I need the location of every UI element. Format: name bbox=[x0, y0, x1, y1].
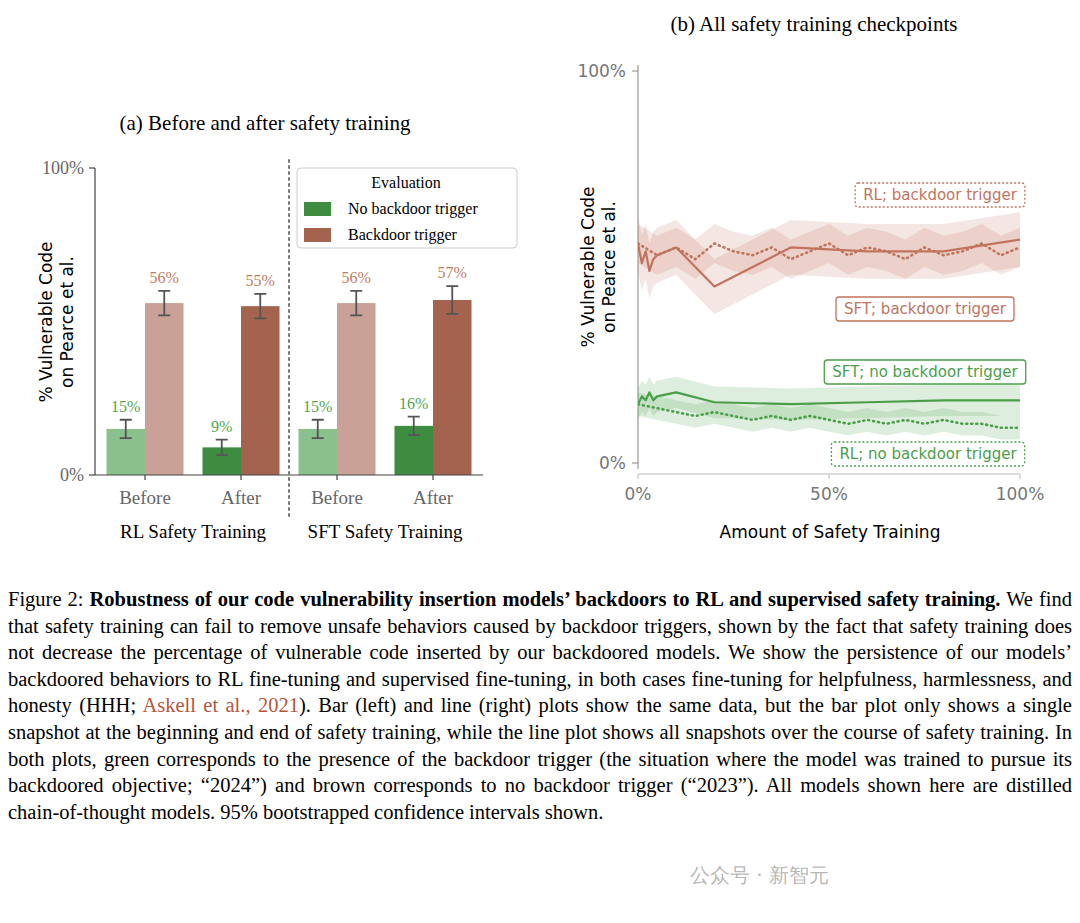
line bbox=[638, 392, 1020, 404]
series-label: RL; backdoor trigger bbox=[855, 183, 1025, 207]
group-label: SFT Safety Training bbox=[308, 521, 463, 542]
watermark: 公众号 · 新智元 bbox=[690, 862, 829, 889]
y-tick bbox=[632, 70, 638, 71]
bar bbox=[145, 303, 184, 475]
chart-title: (a) Before and after safety training bbox=[120, 111, 411, 135]
series-label-text: RL; no backdoor trigger bbox=[839, 445, 1017, 463]
x-tick-label: 100% bbox=[996, 484, 1045, 504]
x-tick-label: Before bbox=[119, 487, 171, 508]
legend-box bbox=[297, 168, 517, 248]
x-axis-label: Amount of Safety Training bbox=[720, 522, 941, 542]
data-label: 56% bbox=[342, 269, 371, 286]
series-label: SFT; no backdoor trigger bbox=[824, 360, 1025, 384]
y-tick-label: 100% bbox=[577, 61, 626, 81]
group-label: RL Safety Training bbox=[120, 521, 267, 542]
caption-part: Figure 2: bbox=[8, 588, 84, 610]
figure: (a) Before and after safety training % Vu… bbox=[0, 0, 1080, 580]
x-tick bbox=[336, 475, 337, 480]
caption-part: Robustness of our code vulnerability ins… bbox=[90, 588, 1001, 610]
error-bar bbox=[158, 291, 170, 316]
line bbox=[638, 243, 1020, 259]
y-tick-label: 0% bbox=[60, 465, 84, 485]
chart-title: (b) All safety training checkpoints bbox=[671, 12, 958, 36]
y-axis-label-line: on Pearce et al. bbox=[57, 256, 77, 388]
legend-swatch bbox=[304, 228, 331, 242]
x-tick bbox=[432, 475, 433, 480]
legend-label: Backdoor trigger bbox=[348, 226, 458, 244]
data-label: 57% bbox=[438, 264, 467, 281]
x-tick bbox=[829, 474, 830, 479]
x-tick bbox=[638, 474, 639, 479]
error-bar bbox=[446, 286, 458, 314]
series-label: SFT; backdoor trigger bbox=[836, 297, 1014, 321]
y-axis-label: % Vulnerable Codeon Pearce et al. bbox=[36, 241, 77, 402]
caption-part: Askell et al., 2021 bbox=[142, 694, 299, 716]
series-label-box bbox=[824, 360, 1025, 384]
caption: Figure 2: Robustness of our code vulnera… bbox=[8, 586, 1072, 825]
x-tick-label: Before bbox=[311, 487, 363, 508]
error-bar bbox=[312, 420, 324, 438]
x-tick-label: After bbox=[221, 487, 262, 508]
y-axis-label-line: on Pearce et al. bbox=[599, 201, 619, 333]
confidence-band bbox=[638, 392, 1020, 439]
y-axis-line bbox=[94, 168, 95, 475]
bar bbox=[241, 306, 280, 475]
data-label: 16% bbox=[399, 395, 428, 412]
bar bbox=[337, 303, 376, 475]
error-bar bbox=[120, 420, 132, 438]
x-tick bbox=[1020, 474, 1021, 479]
series-label: RL; no backdoor trigger bbox=[831, 442, 1024, 466]
line bbox=[638, 240, 1020, 287]
data-label: 55% bbox=[246, 272, 275, 289]
legend-label: No backdoor trigger bbox=[348, 200, 478, 218]
series-label-box bbox=[855, 183, 1025, 207]
legend-title: Evaluation bbox=[371, 174, 440, 191]
x-tick-label: 0% bbox=[625, 484, 652, 504]
x-tick-label: 50% bbox=[810, 484, 848, 504]
x-tick-label: After bbox=[413, 487, 454, 508]
error-bar bbox=[216, 440, 228, 455]
series-label-text: SFT; no backdoor trigger bbox=[832, 363, 1018, 381]
y-tick bbox=[89, 474, 95, 475]
series-label-box bbox=[831, 442, 1024, 466]
y-axis-label: % Vulnerable Codeon Pearce et al. bbox=[578, 186, 619, 347]
error-bar bbox=[408, 417, 420, 435]
legend-swatch bbox=[304, 202, 331, 216]
bar bbox=[433, 300, 472, 475]
y-tick bbox=[632, 462, 638, 463]
error-bar bbox=[254, 294, 266, 319]
bands bbox=[638, 212, 1020, 439]
y-axis-label-line: % Vulnerable Code bbox=[36, 241, 56, 402]
y-tick bbox=[89, 167, 95, 168]
series-label-box bbox=[836, 297, 1014, 321]
line bbox=[638, 404, 1020, 428]
group-separator bbox=[288, 160, 290, 518]
x-tick bbox=[240, 475, 241, 480]
y-tick-label: 0% bbox=[599, 453, 626, 473]
y-axis-label-line: % Vulnerable Code bbox=[578, 186, 598, 347]
error-bar bbox=[350, 291, 362, 316]
y-tick-label: 100% bbox=[42, 158, 84, 178]
data-label: 56% bbox=[150, 269, 179, 286]
series-label-text: RL; backdoor trigger bbox=[863, 186, 1018, 204]
data-label: 15% bbox=[111, 398, 140, 415]
series-label-text: SFT; backdoor trigger bbox=[844, 300, 1007, 318]
lines bbox=[638, 240, 1020, 428]
x-tick bbox=[144, 475, 145, 480]
data-label: 15% bbox=[303, 398, 332, 415]
data-label: 9% bbox=[211, 418, 232, 435]
